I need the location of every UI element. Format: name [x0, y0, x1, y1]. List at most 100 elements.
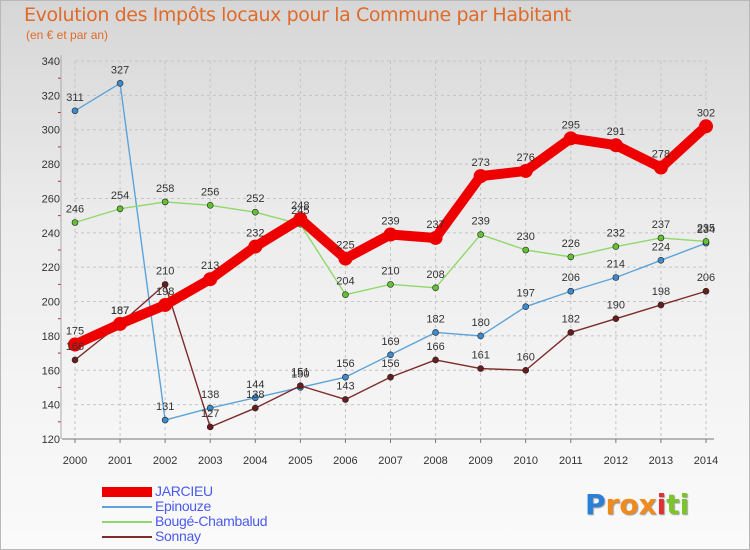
data-label: 204 — [336, 276, 354, 288]
data-label: 232 — [246, 228, 264, 240]
data-point — [251, 404, 259, 412]
x-tick-label: 2007 — [378, 455, 402, 467]
data-point — [612, 315, 620, 323]
chart-title: Evolution des Impôts locaux pour la Comm… — [24, 4, 572, 26]
data-point — [293, 212, 308, 227]
data-label: 273 — [471, 157, 489, 169]
data-label: 160 — [517, 351, 535, 363]
y-tick-label: 320 — [42, 90, 60, 102]
x-tick-label: 2009 — [468, 455, 492, 467]
legend-label: Sonnay — [155, 528, 201, 544]
legend-label: Bougé-Chambalud — [155, 513, 268, 529]
data-point — [248, 239, 263, 254]
data-label: 295 — [562, 119, 580, 131]
data-point — [206, 404, 214, 412]
x-tick-label: 2002 — [153, 455, 177, 467]
data-point — [161, 198, 169, 206]
data-label: 235 — [697, 222, 715, 234]
data-point — [473, 169, 488, 184]
y-tick-label: 340 — [42, 56, 60, 68]
logo-letter: i — [656, 488, 667, 521]
logo-letter: P — [585, 488, 606, 521]
data-label: 175 — [66, 326, 84, 338]
data-point — [342, 396, 349, 403]
data-label: 237 — [426, 219, 444, 231]
legend-label: JARCIEU — [155, 483, 213, 499]
logo-letter: r — [605, 488, 620, 521]
data-label: 131 — [156, 401, 174, 413]
data-label: 230 — [517, 231, 535, 243]
data-point — [383, 227, 398, 242]
data-point — [116, 80, 124, 87]
axes: 120 140 160 180 200 220 240 260 280 300 320 340 2000… — [42, 55, 718, 467]
data-point — [653, 160, 668, 175]
data-label: 169 — [381, 336, 399, 348]
data-point — [657, 234, 665, 242]
data-label: 166 — [426, 341, 444, 353]
y-tick-label: 220 — [42, 262, 60, 274]
proxiti-logo: Proxiti — [585, 488, 689, 521]
data-label: 127 — [201, 408, 219, 420]
data-label: 311 — [66, 92, 84, 104]
chart-subtitle: (en € et par an) — [26, 28, 109, 42]
data-label: 197 — [517, 288, 535, 300]
data-point — [608, 138, 623, 153]
data-point — [612, 243, 620, 250]
data-point — [563, 131, 578, 146]
data-label: 239 — [381, 216, 399, 228]
legend-swatch — [102, 536, 152, 538]
line-chart: 120 140 160 180 200 220 240 260 280 300 320 340 2000… — [42, 55, 718, 467]
data-point — [699, 119, 713, 134]
data-point — [657, 257, 665, 264]
data-label: 190 — [607, 300, 625, 312]
data-label: 187 — [111, 305, 129, 317]
data-point — [567, 287, 575, 295]
legend-label: Epinouze — [155, 498, 211, 514]
data-label: 214 — [607, 258, 625, 270]
logo-letter: x — [638, 488, 657, 521]
data-point — [387, 281, 394, 288]
data-label: 144 — [246, 379, 264, 391]
data-point — [206, 423, 214, 431]
data-label: 276 — [517, 152, 535, 164]
grid — [74, 60, 707, 440]
data-label: 187 — [111, 305, 129, 317]
logo-letter: t — [666, 488, 680, 521]
y-tick-label: 280 — [42, 159, 60, 171]
logo-letter: o — [619, 488, 639, 521]
data-point — [161, 416, 169, 424]
data-point — [161, 281, 169, 288]
y-tick-label: 160 — [42, 365, 60, 377]
data-point — [702, 287, 710, 295]
data-point — [342, 291, 349, 298]
x-tick-label: 2006 — [333, 455, 357, 467]
data-label: 239 — [471, 216, 489, 228]
data-label: 248 — [291, 200, 309, 212]
x-tick-label: 2000 — [63, 455, 87, 467]
data-point — [428, 230, 443, 245]
x-tick-label: 2004 — [243, 455, 267, 467]
data-label: 237 — [652, 219, 670, 231]
data-point — [477, 365, 484, 372]
data-point — [387, 351, 394, 359]
data-point — [113, 316, 128, 331]
data-point — [567, 329, 575, 336]
x-tick-label: 2014 — [694, 455, 718, 467]
data-point — [206, 202, 214, 209]
x-tick-label: 2008 — [423, 455, 447, 467]
data-label: 258 — [156, 183, 174, 195]
data-point — [387, 373, 394, 381]
data-label: 213 — [201, 260, 219, 272]
y-tick-label: 240 — [42, 228, 60, 240]
data-point — [71, 107, 79, 115]
data-label: 198 — [156, 286, 174, 298]
series-group — [68, 80, 713, 431]
data-point — [518, 163, 533, 178]
y-tick-label: 180 — [42, 331, 60, 343]
data-label: 234 — [697, 224, 715, 236]
x-tick-label: 2012 — [604, 455, 628, 467]
data-point — [432, 356, 439, 364]
data-point — [432, 329, 439, 336]
